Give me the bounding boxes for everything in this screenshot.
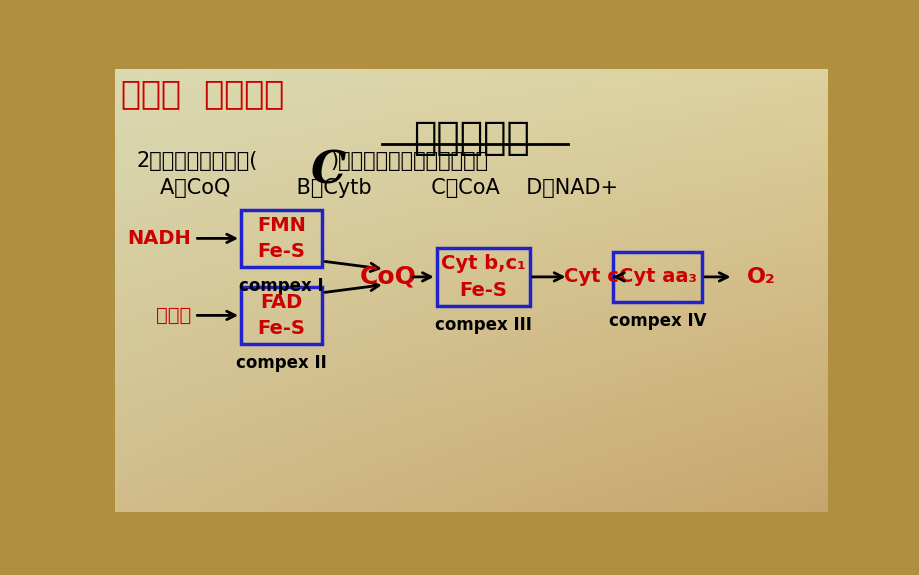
Text: compex I: compex I [239,277,323,296]
Text: Cyt b,c₁
Fe-S: Cyt b,c₁ Fe-S [440,254,525,300]
Text: Cyt c: Cyt c [563,267,618,286]
Text: CoQ: CoQ [359,265,416,289]
Text: A、CoQ          B、Cytb         C、CoA    D、NAD+: A、CoQ B、Cytb C、CoA D、NAD+ [160,178,618,198]
Text: 琥珀酸: 琥珀酸 [156,306,191,325]
Text: 第三章  生物氧化: 第三章 生物氧化 [121,76,284,110]
Text: )外都是呼吸链的组成成分。: )外都是呼吸链的组成成分。 [330,151,488,171]
Text: O₂: O₂ [746,267,775,287]
Text: NADH: NADH [128,229,191,248]
Text: FMN
Fe-S: FMN Fe-S [257,216,306,261]
Text: compex IV: compex IV [608,312,706,330]
Text: 一、选择题: 一、选择题 [413,119,529,157]
Text: compex III: compex III [434,316,531,333]
Text: C: C [311,150,346,193]
Text: Cyt aa₃: Cyt aa₃ [618,267,696,286]
Text: compex II: compex II [236,354,326,372]
Text: 2、下列化合物中除(: 2、下列化合物中除( [137,151,258,171]
Text: FAD
Fe-S: FAD Fe-S [257,293,305,338]
